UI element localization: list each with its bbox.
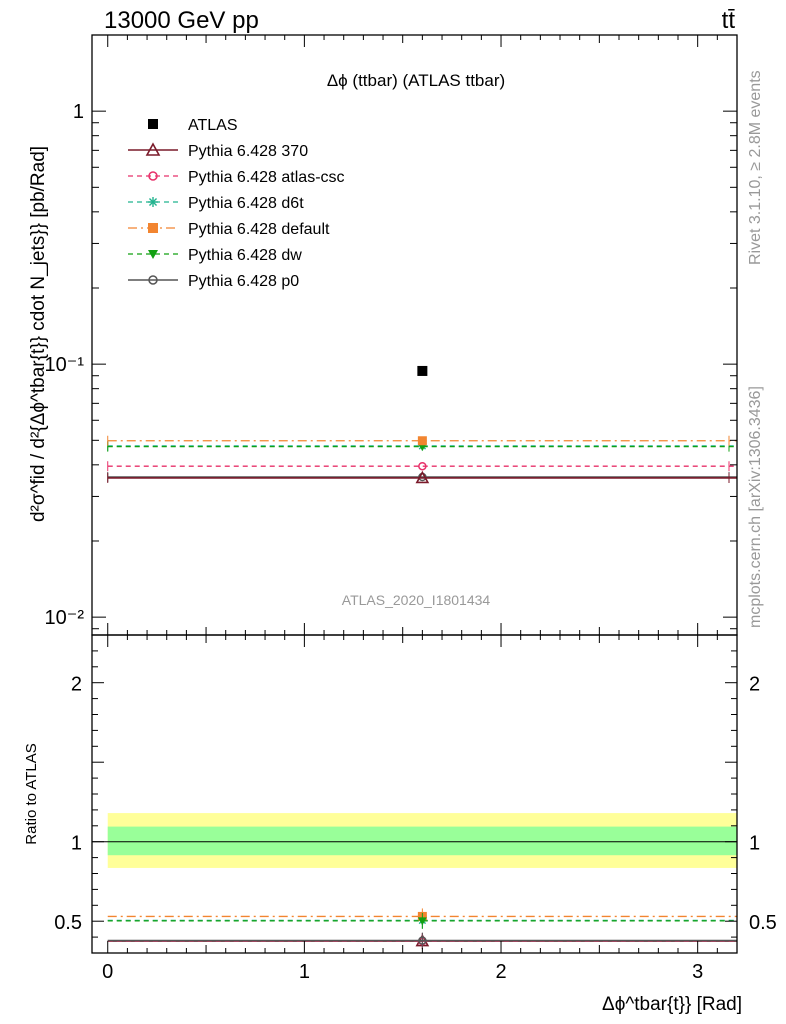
x-tick-label: 2: [495, 961, 506, 983]
ratio-ticks: [92, 634, 738, 954]
main-panel: 10⁻² 10⁻¹ 1 Δϕ (ttbar) (ATLAS ttbar) ATLAS…: [28, 34, 738, 636]
point-p370: [415, 470, 430, 484]
y-tick-label: 10⁻¹: [45, 354, 85, 376]
ratio-frame: [91, 634, 738, 954]
legend-item-dw: Pythia 6.428 dw: [128, 247, 302, 264]
x-tick-label: 1: [299, 961, 310, 983]
x-tick-label: 3: [692, 961, 703, 983]
ratio-series-p0: [107, 932, 737, 949]
ratio-y-tick-label-right: 1: [749, 833, 760, 855]
legend-marker: [148, 119, 158, 129]
main-watermark: ATLAS_2020_I1801434: [342, 592, 491, 608]
main-y-axis-label: d²σ^fid / d²{Δϕ^tbar{t}} cdot N_jets}} […: [28, 146, 49, 522]
point-atlas: [417, 365, 428, 376]
legend-item-p0: Pythia 6.428 p0: [128, 273, 299, 290]
ratio-point-p0: [418, 936, 427, 945]
legend-item-default: Pythia 6.428 default: [128, 221, 330, 238]
header-process: tt̄: [722, 7, 736, 34]
legend-label: Pythia 6.428 atlas-csc: [188, 169, 345, 186]
main-series: [107, 365, 737, 484]
series-atlas_csc: [107, 461, 737, 472]
legend-label: Pythia 6.428 dw: [188, 247, 302, 264]
legend-label: Pythia 6.428 370: [188, 143, 308, 160]
point-default: [417, 436, 427, 446]
series-atlas: [417, 365, 428, 376]
legend-label: Pythia 6.428 d6t: [188, 195, 304, 212]
ratio-y-tick-label-right: 0.5: [749, 912, 777, 934]
legend: ATLAS Pythia 6.428 370 Pythia 6.428 atlas-…: [128, 117, 345, 290]
series-p370: [107, 470, 737, 484]
ratio-y-axis-label: Ratio to ATLAS: [23, 743, 40, 844]
point-atlas_csc: [418, 461, 427, 471]
ratio-tick-labels: 0.5 0.5 1 1 2 2 0 1 2 3: [54, 674, 777, 983]
ratio-series-dw: [107, 912, 737, 929]
legend-marker: [148, 250, 158, 259]
ratio-y-tick-label-left: 1: [71, 833, 82, 855]
ratio-y-tick-label-left: 2: [71, 674, 82, 696]
mcplots-ref: mcplots.cern.ch [arXiv:1306.3436]: [747, 386, 764, 628]
ratio-y-tick-label-right: 2: [749, 674, 760, 696]
legend-label: Pythia 6.428 p0: [188, 273, 299, 290]
legend-item-p370: Pythia 6.428 370: [128, 142, 308, 160]
ratio-panel: 0.5 0.5 1 1 2 2 0 1 2 3 Ratio to ATLAS Δϕ^tbar{t}…: [23, 634, 777, 1015]
band-inner: [107, 826, 737, 856]
legend-item-atlas: ATLAS: [148, 117, 238, 134]
main-tick-labels: 10⁻² 10⁻¹ 1: [45, 101, 85, 629]
header-energy: 13000 GeV pp: [104, 7, 259, 34]
y-tick-label: 1: [73, 101, 84, 123]
ratio-y-tick-label-left: 0.5: [54, 912, 82, 934]
legend-marker-stroke: [148, 197, 158, 207]
legend-marker: [148, 223, 158, 233]
legend-label: ATLAS: [188, 117, 238, 134]
legend-item-atlas_csc: Pythia 6.428 atlas-csc: [128, 169, 345, 186]
ratio-series: [107, 908, 737, 950]
legend-marker: [145, 142, 161, 156]
ratio-bands: [92, 813, 737, 868]
x-tick-label: 0: [102, 961, 113, 983]
rivet-version: Rivet 3.1.10, ≥ 2.8M events: [747, 70, 764, 265]
y-tick-label: 10⁻²: [45, 607, 85, 629]
ratio-point-dw: [417, 917, 427, 926]
legend-marker: [148, 197, 158, 207]
legend-label: Pythia 6.428 default: [188, 221, 330, 238]
legend-marker: [148, 171, 158, 181]
main-ticks: [92, 34, 738, 635]
legend-item-d6t: Pythia 6.428 d6t: [128, 195, 304, 212]
x-axis-label: Δϕ^tbar{t}} [Rad]: [602, 994, 742, 1015]
main-title: Δϕ (ttbar) (ATLAS ttbar): [327, 71, 505, 90]
series-default: [107, 435, 737, 446]
legend-marker: [148, 275, 158, 285]
